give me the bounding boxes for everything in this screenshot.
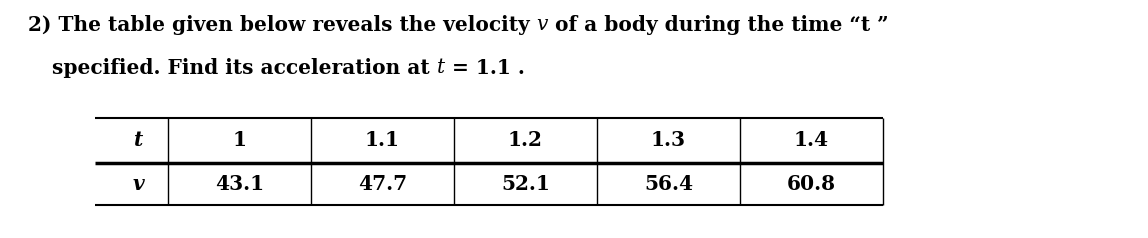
Text: v: v (132, 174, 144, 194)
Text: v: v (536, 15, 548, 34)
Text: t: t (133, 130, 142, 150)
Text: 52.1: 52.1 (501, 174, 550, 194)
Text: specified. Find its acceleration at: specified. Find its acceleration at (52, 58, 436, 78)
Text: 60.8: 60.8 (786, 174, 836, 194)
Text: of a body during the time “t ”: of a body during the time “t ” (548, 15, 889, 35)
Text: 1.1: 1.1 (365, 130, 400, 150)
Text: 1.2: 1.2 (509, 130, 543, 150)
Text: 1.4: 1.4 (794, 130, 829, 150)
Text: 43.1: 43.1 (215, 174, 264, 194)
Text: 47.7: 47.7 (358, 174, 408, 194)
Text: 1: 1 (233, 130, 247, 150)
Text: = 1.1 .: = 1.1 . (444, 58, 525, 78)
Text: t: t (436, 58, 444, 77)
Text: 2) The table given below reveals the velocity: 2) The table given below reveals the vel… (28, 15, 536, 35)
Text: 56.4: 56.4 (644, 174, 693, 194)
Text: 1.3: 1.3 (651, 130, 687, 150)
